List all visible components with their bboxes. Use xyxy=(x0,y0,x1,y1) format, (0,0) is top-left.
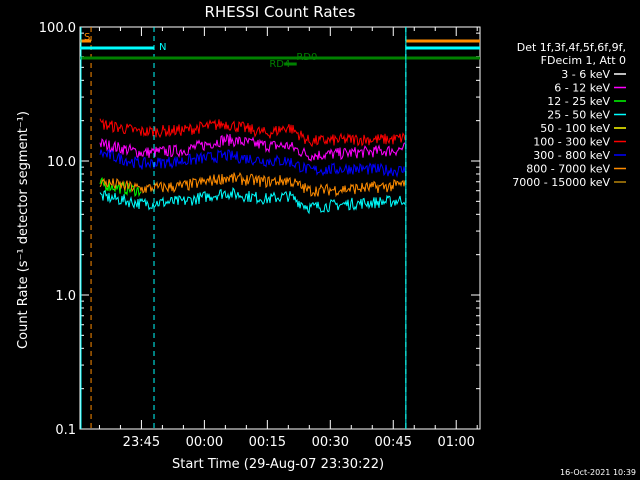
series-line xyxy=(99,118,406,148)
y-tick-label: 100.0 xyxy=(39,21,76,36)
legend-entry-label: 800 - 7000 keV xyxy=(526,163,610,176)
chart-title: RHESSI Count Rates xyxy=(205,3,356,21)
x-tick-label: 00:15 xyxy=(249,435,286,450)
x-tick-label: 23:45 xyxy=(123,435,160,450)
legend-entry-label: 300 - 800 keV xyxy=(533,149,610,162)
footer-date: 16-Oct-2021 10:39 xyxy=(560,468,636,477)
legend-entry-label: 6 - 12 keV xyxy=(554,82,610,95)
legend-entry-label: 3 - 6 keV xyxy=(561,68,610,81)
x-tick-label: 00:30 xyxy=(312,435,349,450)
x-tick-label: 00:45 xyxy=(375,435,412,450)
series-line xyxy=(99,171,406,198)
legend-entry-label: 12 - 25 keV xyxy=(547,95,610,108)
x-tick-label: 01:00 xyxy=(437,435,474,450)
legend-entry-label: 50 - 100 keV xyxy=(540,122,610,135)
series-line xyxy=(99,176,406,206)
series-line xyxy=(99,149,406,178)
y-tick-label: 10.0 xyxy=(47,155,76,170)
flag-label: N xyxy=(159,42,166,53)
x-tick-label: 00:00 xyxy=(186,435,223,450)
flag-label: S xyxy=(84,32,90,43)
legend-header: Det 1f,3f,4f,5f,6f,9f, xyxy=(517,41,626,54)
y-tick-label: 0.1 xyxy=(55,423,76,438)
series-line xyxy=(99,133,406,162)
legend-entry-label: 25 - 50 keV xyxy=(547,109,610,122)
legend-entry-label: 100 - 300 keV xyxy=(533,136,610,149)
series-line xyxy=(99,186,406,215)
flag-label: RD0 xyxy=(296,52,317,63)
flag-label: RD4 xyxy=(269,59,290,70)
y-axis-label: Count Rate (s⁻¹ detector segment⁻¹) xyxy=(16,111,31,349)
legend-entry-label: 7000 - 15000 keV xyxy=(512,176,610,189)
plot-frame xyxy=(79,26,481,430)
x-axis-label: Start Time (29-Aug-07 23:30:22) xyxy=(172,457,384,472)
legend-header: FDecim 1, Att 0 xyxy=(541,54,626,67)
y-tick-label: 1.0 xyxy=(55,289,76,304)
